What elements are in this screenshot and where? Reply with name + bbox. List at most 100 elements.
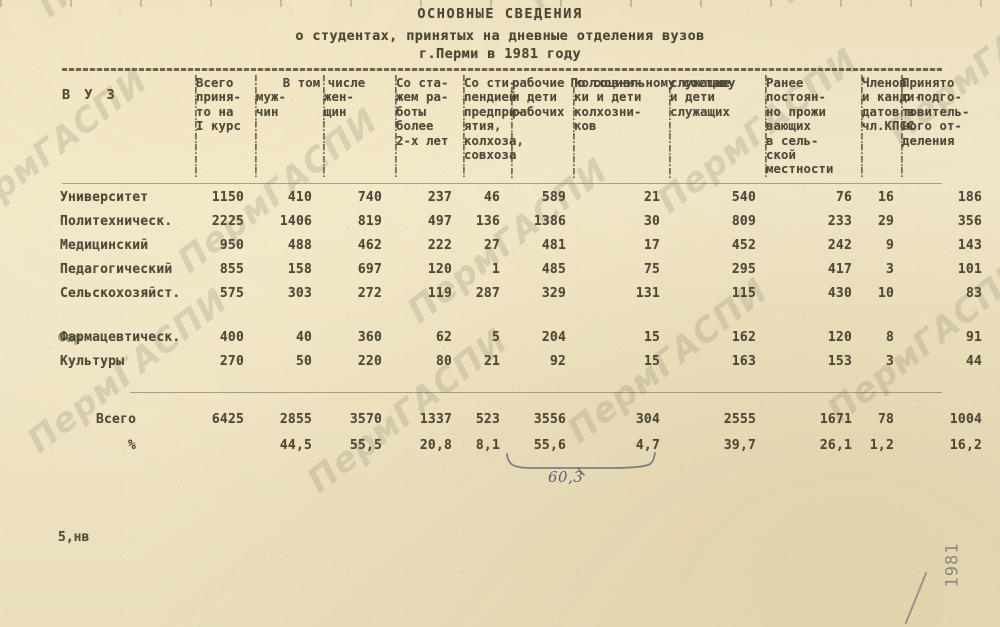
table-cell: 158 bbox=[287, 262, 312, 277]
table-row-label: Университет bbox=[60, 190, 149, 205]
table-row-label: Педагогический bbox=[60, 262, 173, 277]
table-cell: 1 bbox=[491, 262, 500, 277]
column-separator: ! ! ! ! ! ! ! ! ! bbox=[192, 74, 200, 181]
table-cell: 120 bbox=[827, 330, 852, 345]
summary-row-percent-cell: 4,7 bbox=[635, 438, 660, 453]
table-cell: 855 bbox=[219, 262, 244, 277]
summary-row-percent-cell: 44,5 bbox=[279, 438, 312, 453]
summary-row-total-label: Всего bbox=[96, 412, 137, 427]
summary-row-total-cell: 3556 bbox=[533, 412, 566, 427]
table-cell: 3 bbox=[885, 262, 894, 277]
table-cell: 44 bbox=[965, 354, 982, 369]
table-top-rule bbox=[62, 68, 942, 71]
group-header-social-sostav: По социальному составу bbox=[570, 76, 736, 90]
table-cell: 3 bbox=[885, 354, 894, 369]
column-header-workers: рабочие и дети рабочих bbox=[512, 76, 565, 119]
table-cell: 485 bbox=[541, 262, 566, 277]
table-cell: 5 bbox=[491, 330, 500, 345]
page-subtitle-line2: г.Перми в 1981 году bbox=[418, 46, 582, 62]
summary-row-percent-cell: 39,7 bbox=[723, 438, 756, 453]
table-cell: 50 bbox=[295, 354, 312, 369]
summary-row-total-cell: 3570 bbox=[349, 412, 382, 427]
table-cell: 222 bbox=[427, 238, 452, 253]
table-cell: 497 bbox=[427, 214, 452, 229]
handwritten-total-percent: 60,3 bbox=[548, 468, 584, 486]
table-cell: 21 bbox=[483, 354, 500, 369]
table-cell: 1406 bbox=[279, 214, 312, 229]
table-cell: 131 bbox=[635, 286, 660, 301]
table-cell: 136 bbox=[475, 214, 500, 229]
table-cell: 16 bbox=[877, 190, 894, 205]
table-cell: 119 bbox=[427, 286, 452, 301]
column-separator: ! ! ! ! ! ! ! ! ! bbox=[320, 74, 328, 181]
table-cell: 204 bbox=[541, 330, 566, 345]
column-header-kolkhoz: колхозни- ки и дети колхозни- ков bbox=[574, 76, 642, 134]
table-cell: 40 bbox=[295, 330, 312, 345]
table-row-label: Политехническ. bbox=[60, 214, 173, 229]
summary-row-total-cell: 1671 bbox=[819, 412, 852, 427]
table-cell: 233 bbox=[827, 214, 852, 229]
table-cell: 115 bbox=[731, 286, 756, 301]
column-header-stipend: Со сти- пендией предпри- ятия, колхоза, … bbox=[464, 76, 525, 163]
table-cell: 270 bbox=[219, 354, 244, 369]
table-cell: 163 bbox=[731, 354, 756, 369]
column-separator: ! ! ! ! ! ! ! ! bbox=[666, 86, 674, 182]
summary-row-total-cell: 6425 bbox=[211, 412, 244, 427]
summary-row-total-cell: 1004 bbox=[949, 412, 982, 427]
table-cell: 237 bbox=[427, 190, 452, 205]
table-cell: 329 bbox=[541, 286, 566, 301]
column-header-kpss: Членов и канди- датов в чл.КПСС bbox=[862, 76, 923, 134]
page-subtitle-line1: о студентах, принятых на дневные отделен… bbox=[295, 28, 705, 44]
table-row-label: Медицинский bbox=[60, 238, 149, 253]
summary-row-percent-cell: 26,1 bbox=[819, 438, 852, 453]
group-header-v-tom-chisle: В том числе bbox=[282, 76, 366, 90]
table-cell: 303 bbox=[287, 286, 312, 301]
table-cell: 819 bbox=[357, 214, 382, 229]
table-cell: 575 bbox=[219, 286, 244, 301]
summary-row-percent-label: % bbox=[128, 438, 137, 453]
column-separator: ! ! ! ! ! ! ! ! ! bbox=[762, 74, 770, 181]
table-cell: 360 bbox=[357, 330, 382, 345]
body-bottom-rule bbox=[130, 392, 942, 393]
table-cell: 287 bbox=[475, 286, 500, 301]
table-cell: 950 bbox=[219, 238, 244, 253]
table-cell: 143 bbox=[957, 238, 982, 253]
table-cell: 46 bbox=[483, 190, 500, 205]
column-separator: ! ! ! ! ! ! ! ! ! bbox=[898, 74, 906, 181]
summary-row-total-cell: 2555 bbox=[723, 412, 756, 427]
column-separator: ! ! ! ! ! ! ! ! ! bbox=[460, 74, 468, 181]
summary-row-total-cell: 1337 bbox=[419, 412, 452, 427]
table-cell: 27 bbox=[483, 238, 500, 253]
summary-row-percent-cell: 55,5 bbox=[349, 438, 382, 453]
table-cell: 430 bbox=[827, 286, 852, 301]
column-header-prep: Принято с подго- товитель- ного от- деле… bbox=[902, 76, 970, 148]
summary-row-total-cell: 78 bbox=[877, 412, 894, 427]
table-row-label: Сельскохозяйст. bbox=[60, 286, 181, 301]
table-cell: 15 bbox=[643, 330, 660, 345]
table-cell: 76 bbox=[835, 190, 852, 205]
table-cell: 462 bbox=[357, 238, 382, 253]
column-separator: ! ! ! ! ! ! ! ! bbox=[570, 86, 578, 182]
table-cell: 17 bbox=[643, 238, 660, 253]
handwritten-corner-stroke bbox=[904, 571, 928, 625]
column-header-total: Всего приня- то на I курс bbox=[196, 76, 242, 134]
column-separator: ! ! ! ! ! ! ! ! ! bbox=[858, 74, 866, 181]
summary-row-percent-cell: 55,6 bbox=[533, 438, 566, 453]
table-cell: 162 bbox=[731, 330, 756, 345]
summary-row-percent-cell: 20,8 bbox=[419, 438, 452, 453]
table-cell: 740 bbox=[357, 190, 382, 205]
table-cell: 186 bbox=[957, 190, 982, 205]
summary-row-total-cell: 2855 bbox=[279, 412, 312, 427]
table-cell: 400 bbox=[219, 330, 244, 345]
table-cell: 589 bbox=[541, 190, 566, 205]
table-cell: 295 bbox=[731, 262, 756, 277]
table-cell: 30 bbox=[643, 214, 660, 229]
table-cell: 481 bbox=[541, 238, 566, 253]
table-cell: 75 bbox=[643, 262, 660, 277]
table-cell: 488 bbox=[287, 238, 312, 253]
table-cell: 120 bbox=[427, 262, 452, 277]
table-cell: 8 bbox=[885, 330, 894, 345]
column-header-experience: Со ста- жем ра- боты более 2-х лет bbox=[396, 76, 449, 148]
footer-note: 5,нв bbox=[58, 530, 90, 545]
